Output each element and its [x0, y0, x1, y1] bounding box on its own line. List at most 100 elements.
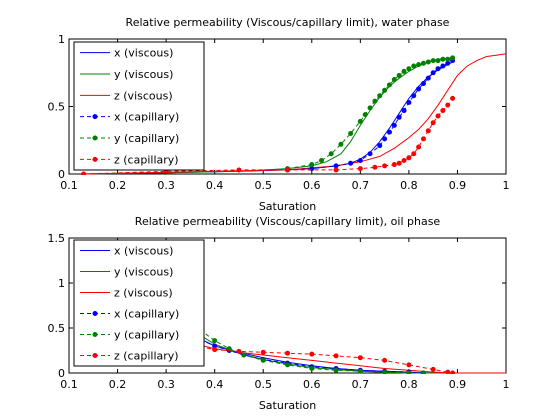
series-point: [382, 87, 388, 93]
series-point: [401, 158, 407, 163]
series-point: [420, 60, 426, 66]
series-point: [357, 158, 363, 163]
series-point: [236, 348, 242, 354]
series-point: [348, 131, 354, 136]
legend-marker: [92, 353, 98, 358]
plot-area: [197, 327, 506, 374]
legend: x (viscous) y (viscous) z (viscous) x (capi…: [73, 41, 205, 171]
series-point: [406, 155, 412, 161]
x-tick-label: 0.5: [254, 179, 272, 192]
x-axis-label: Saturation: [259, 399, 316, 412]
series-point: [333, 367, 339, 373]
series-point: [212, 338, 218, 344]
series-point: [333, 353, 339, 359]
legend-label: y (capillary): [114, 132, 179, 145]
series-line-5: [287, 57, 453, 170]
series-point: [450, 370, 456, 374]
series-point: [406, 99, 412, 105]
series-point: [430, 120, 436, 126]
x-tick-label: 0.1: [60, 179, 78, 192]
x-tick-label: 0.3: [157, 179, 175, 192]
series-point: [401, 68, 407, 74]
series-point: [367, 151, 373, 157]
series-point: [333, 167, 339, 173]
series-point: [420, 136, 426, 142]
series-point: [435, 113, 441, 119]
legend-label: y (viscous): [114, 68, 173, 81]
series-point: [260, 357, 266, 363]
series-point: [391, 77, 397, 82]
series-point: [416, 144, 422, 150]
series-point: [406, 362, 412, 368]
series-line-3: [83, 53, 506, 175]
series-point: [318, 158, 324, 163]
series-point: [445, 102, 451, 108]
series-point: [338, 141, 344, 147]
series-line-5: [199, 329, 424, 374]
y-tick-label: 0.5: [48, 101, 66, 114]
y-tick-label: 1.5: [48, 232, 66, 245]
x-tick-label: 0.3: [157, 378, 175, 391]
x-tick-label: 0.2: [109, 179, 127, 192]
series-point: [430, 70, 436, 76]
legend-marker: [92, 135, 98, 141]
legend-label: x (capillary): [114, 308, 179, 321]
series-point: [236, 167, 242, 173]
x-tick-label: 0.4: [206, 378, 224, 391]
x-tick-label: 0.2: [109, 378, 127, 391]
series-point: [377, 93, 383, 99]
legend-label: z (capillary): [114, 350, 179, 363]
series-point: [391, 162, 397, 168]
series-point: [348, 160, 354, 166]
legend: x (viscous) y (viscous) z (viscous) x (capi…: [73, 239, 205, 367]
series-point: [411, 151, 417, 157]
series-point: [386, 82, 392, 88]
series-point: [450, 95, 456, 101]
series-point: [382, 357, 388, 363]
series-point: [445, 60, 451, 66]
series-point: [212, 347, 218, 353]
series-point: [241, 352, 247, 358]
x-tick-label: 0.1: [60, 378, 78, 391]
series-line-6: [83, 98, 454, 175]
series-point: [382, 369, 388, 374]
y-tick-label: 1: [58, 277, 65, 290]
series-point: [391, 122, 397, 128]
series-point: [81, 171, 87, 175]
legend-label: y (capillary): [114, 329, 179, 342]
series-line-4: [287, 60, 453, 171]
series-point: [367, 105, 373, 111]
series-point: [309, 162, 315, 168]
series-point: [362, 112, 368, 118]
series-point: [425, 128, 431, 134]
x-tick-label: 1: [503, 378, 510, 391]
x-tick-label: 0.8: [400, 179, 418, 192]
series-point: [445, 369, 451, 374]
x-tick-label: 0.5: [254, 378, 272, 391]
series-point: [406, 370, 412, 374]
chart-2: Relative permeability (Viscous/capillary…: [48, 215, 510, 412]
x-tick-label: 0.7: [352, 179, 370, 192]
x-tick-label: 0.8: [400, 378, 418, 391]
series-point: [260, 349, 266, 355]
legend-label: x (viscous): [114, 245, 173, 258]
series-point: [416, 62, 422, 68]
series-point: [396, 114, 402, 120]
y-tick-label: 0.5: [48, 322, 66, 335]
chart-title: Relative permeability (Viscous/capillary…: [135, 215, 441, 228]
series-point: [401, 108, 407, 114]
series-point: [445, 56, 451, 62]
legend-marker: [92, 114, 98, 120]
legend-label: z (capillary): [114, 153, 179, 166]
plot-area: [81, 53, 506, 175]
series-point: [425, 75, 431, 81]
legend-label: y (viscous): [114, 266, 173, 279]
legend-marker: [92, 332, 98, 337]
series-point: [285, 362, 290, 368]
series-point: [372, 164, 378, 170]
chart-title: Relative permeability (Viscous/capillary…: [126, 16, 450, 29]
legend-label: z (viscous): [114, 287, 173, 300]
series-point: [285, 350, 290, 356]
series-point: [435, 58, 441, 64]
